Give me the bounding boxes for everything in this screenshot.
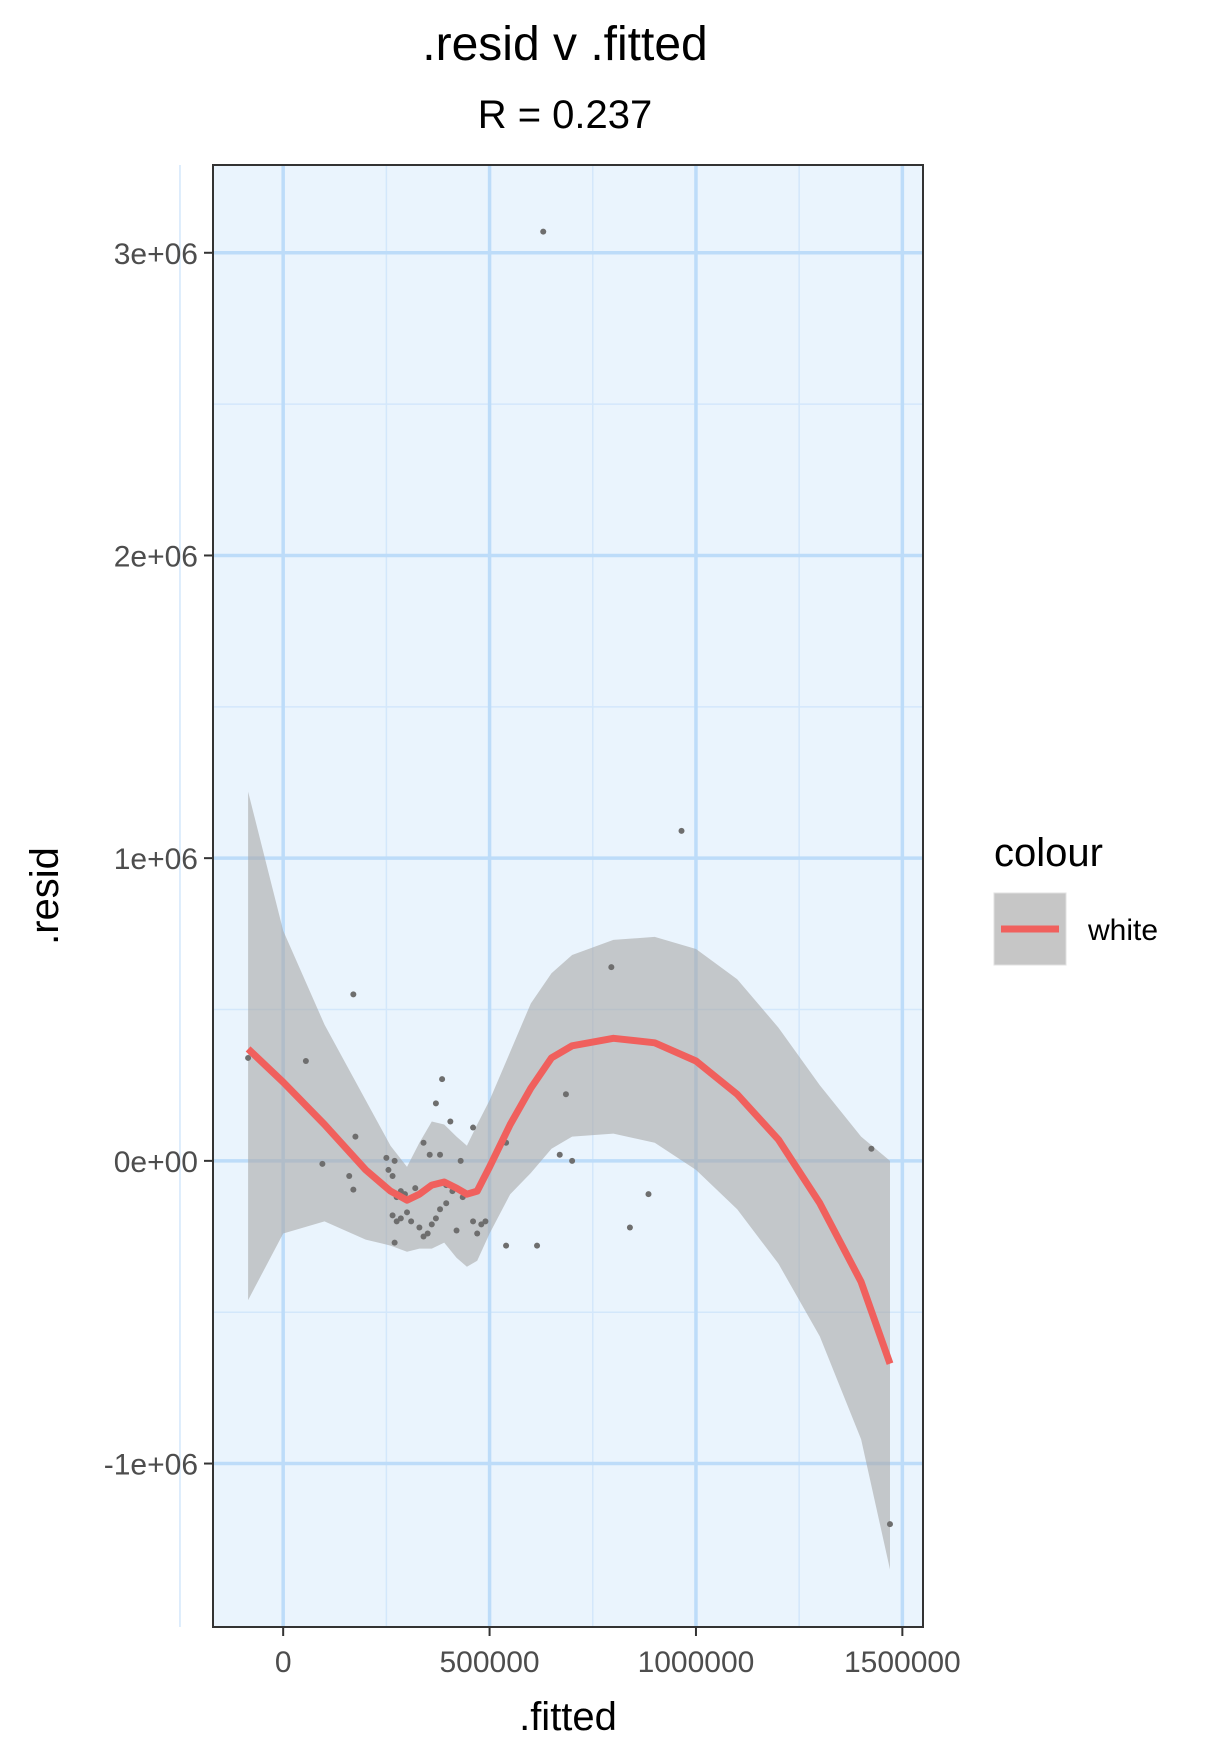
data-point [428,1221,435,1228]
data-point [389,1212,396,1219]
data-point [302,1057,309,1064]
data-points [245,228,893,1528]
smooth-line [245,1034,894,1365]
data-point [350,1186,357,1193]
data-point [503,1242,510,1249]
data-point [412,1185,419,1192]
data-point [470,1218,477,1225]
data-point [346,1172,353,1179]
data-point [408,1218,415,1225]
data-point [562,1091,569,1098]
data-point [319,1160,326,1167]
y-tick-label: 0e+00 [114,1146,198,1179]
data-point [626,1224,633,1231]
data-point [868,1145,875,1152]
data-point [352,1133,359,1140]
data-point [385,1166,392,1173]
y-axis-ticks: -1e+06 0e+00 1e+06 2e+06 3e+06 [104,238,213,1482]
plot-border [212,164,924,1628]
chart-subtitle: R = 0.237 [478,93,653,137]
data-point [432,1215,439,1222]
confidence-ribbon [248,791,891,1570]
data-point [645,1191,652,1198]
data-point [404,1209,411,1216]
legend-title: colour [994,831,1103,875]
data-point [397,1215,404,1222]
y-tick-label: 1e+06 [114,843,198,876]
data-point [886,1521,893,1528]
data-point [420,1233,427,1240]
data-point [443,1200,450,1207]
data-point [383,1154,390,1161]
data-point [569,1157,576,1164]
data-point [470,1124,477,1131]
data-point [447,1118,454,1125]
data-point [416,1224,423,1231]
data-point [389,1172,396,1179]
y-tick-label: 3e+06 [114,238,198,271]
x-axis-ticks: 0 500000 1000000 1500000 [275,1627,961,1679]
data-point [678,827,685,834]
data-point [556,1151,563,1158]
x-tick-label: 1500000 [844,1646,961,1679]
data-point [391,1157,398,1164]
data-point [393,1218,400,1225]
data-point [424,1230,431,1237]
data-point [482,1218,489,1225]
data-point [608,964,615,971]
data-point [540,228,547,235]
y-axis-title: .resid [23,847,67,945]
x-tick-label: 0 [275,1646,292,1679]
data-point [350,991,357,998]
legend: colour white [993,831,1158,966]
x-tick-label: 1000000 [638,1646,755,1679]
data-point [478,1221,485,1228]
data-point [391,1239,398,1246]
data-point [245,1054,252,1061]
x-tick-label: 500000 [440,1646,540,1679]
chart-title: .resid v .fitted [422,18,707,71]
data-point [453,1227,460,1234]
data-point [426,1151,433,1158]
y-tick-label: 2e+06 [114,540,198,573]
data-point [420,1139,427,1146]
x-axis-title: .fitted [519,1695,617,1739]
legend-label-white: white [1087,914,1158,947]
data-point [474,1230,481,1237]
data-point [439,1076,446,1083]
data-point [432,1100,439,1107]
y-tick-label: -1e+06 [104,1449,198,1482]
data-point [437,1206,444,1213]
data-point [437,1151,444,1158]
data-point [457,1157,464,1164]
plot-panel [213,165,923,1627]
data-point [534,1242,541,1249]
